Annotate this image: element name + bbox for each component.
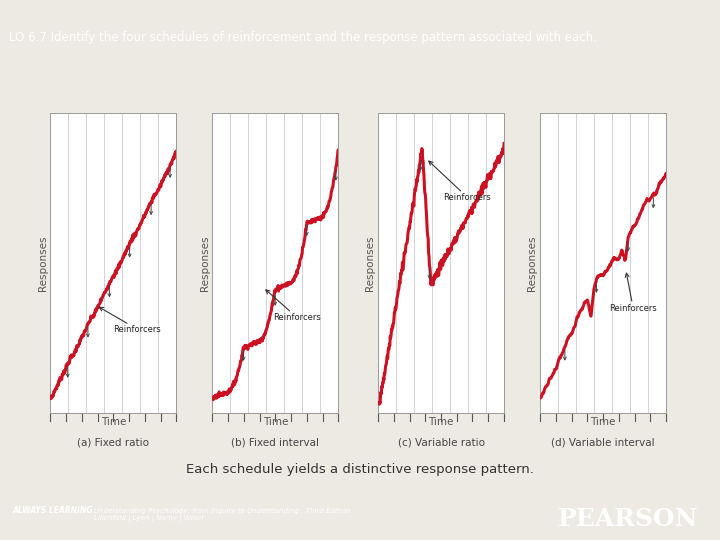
Text: Reinforcers: Reinforcers — [99, 307, 161, 334]
Y-axis label: Responses: Responses — [199, 235, 210, 291]
Y-axis label: Responses: Responses — [365, 235, 375, 291]
Text: PEARSON: PEARSON — [558, 508, 698, 531]
Y-axis label: Responses: Responses — [37, 235, 48, 291]
Y-axis label: Responses: Responses — [527, 235, 537, 291]
Text: Reinforcers: Reinforcers — [266, 290, 320, 322]
Text: (c) Variable ratio: (c) Variable ratio — [397, 437, 485, 448]
Text: LO 6.7 Identify the four schedules of reinforcement and the response pattern ass: LO 6.7 Identify the four schedules of re… — [9, 31, 596, 44]
Text: (d) Variable interval: (d) Variable interval — [552, 437, 654, 448]
Text: Reinforcers: Reinforcers — [609, 273, 657, 313]
Text: Understanding Psychology: from Inquiry to Understanding , Third Edition
Lillenfe: Understanding Psychology: from Inquiry t… — [94, 508, 350, 522]
X-axis label: Time: Time — [428, 417, 454, 427]
X-axis label: Time: Time — [101, 417, 126, 427]
Text: Reinforcers: Reinforcers — [429, 161, 491, 202]
Text: (b) Fixed interval: (b) Fixed interval — [231, 437, 320, 448]
X-axis label: Time: Time — [590, 417, 616, 427]
Text: ALWAYS LEARNING: ALWAYS LEARNING — [13, 505, 94, 515]
Text: Each schedule yields a distinctive response pattern.: Each schedule yields a distinctive respo… — [186, 463, 534, 476]
X-axis label: Time: Time — [263, 417, 288, 427]
Text: (a) Fixed ratio: (a) Fixed ratio — [78, 437, 150, 448]
